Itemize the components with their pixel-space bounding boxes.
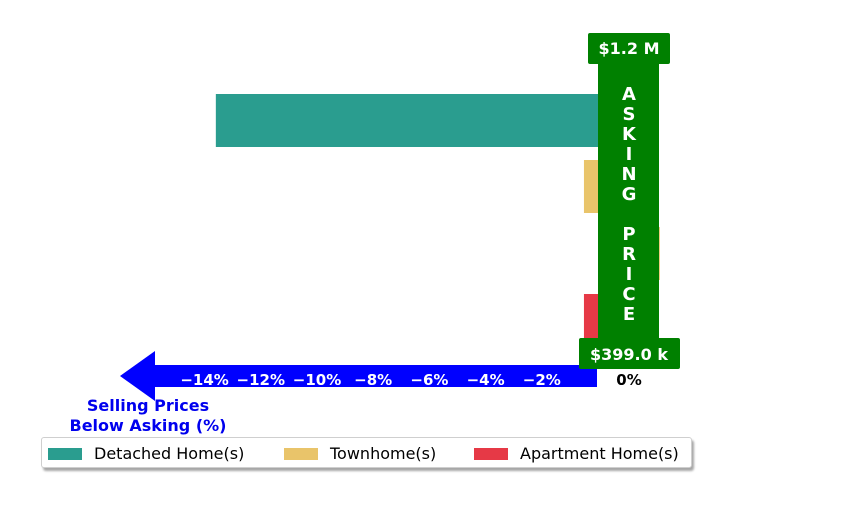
top-price-badge-bg — [588, 33, 670, 64]
asking-price-letter-8: R — [622, 244, 636, 265]
x-tick-label-neg14: −14% — [180, 371, 228, 389]
axis-arrow — [120, 351, 597, 401]
callout-line-2: Below Asking (%) — [69, 416, 227, 435]
asking-price-banner — [598, 64, 659, 340]
asking-price-letter-3: I — [626, 144, 633, 165]
legend-label-detached: Detached Home(s) — [94, 444, 245, 463]
legend-item-apartment: Apartment Home(s) — [474, 438, 679, 469]
x-tick-label-neg12: −12% — [237, 371, 285, 389]
asking-price-letter-1: S — [623, 104, 636, 125]
x-tick-label-0: 0% — [616, 371, 641, 389]
bar-detached-home-s-0 — [215, 94, 598, 147]
legend-label-townhome: Townhome(s) — [330, 444, 437, 463]
x-tick-label-neg4: −4% — [467, 371, 505, 389]
bottom-price-badge-bg — [579, 338, 680, 369]
top-price-badge: $1.2 M — [599, 39, 660, 58]
legend-item-detached: Detached Home(s) — [48, 438, 244, 469]
bottom-price-badge: $399.0 k — [590, 345, 668, 364]
bar-apartment-home-s-2 — [583, 294, 598, 347]
below-asking-callout: Selling Prices Below Asking (%) — [58, 396, 238, 436]
asking-price-letter-7: P — [622, 224, 635, 245]
asking-price-letter-10: C — [622, 284, 635, 305]
legend-label-apartment: Apartment Home(s) — [520, 444, 679, 463]
legend: Detached Home(s) Townhome(s) Apartment H… — [41, 437, 692, 468]
x-tick-label-neg8: −8% — [354, 371, 392, 389]
x-tick-label-neg10: −10% — [293, 371, 341, 389]
asking-price-letter-2: K — [622, 124, 637, 145]
asking-price-letter-11: E — [623, 304, 635, 325]
legend-swatch-apartment — [474, 447, 508, 460]
x-tick-label-neg6: −6% — [410, 371, 448, 389]
asking-price-letter-9: I — [626, 264, 633, 285]
legend-swatch-detached — [48, 447, 82, 460]
asking-price-letter-5: G — [622, 184, 637, 205]
asking-price-letter-0: A — [622, 84, 636, 105]
bar-townhome-s-1 — [583, 160, 598, 213]
asking-price-letter-4: N — [621, 164, 636, 185]
legend-swatch-townhome — [284, 447, 318, 460]
x-tick-label-neg2: −2% — [523, 371, 561, 389]
legend-item-townhome: Townhome(s) — [284, 438, 436, 469]
callout-line-1: Selling Prices — [86, 396, 210, 415]
